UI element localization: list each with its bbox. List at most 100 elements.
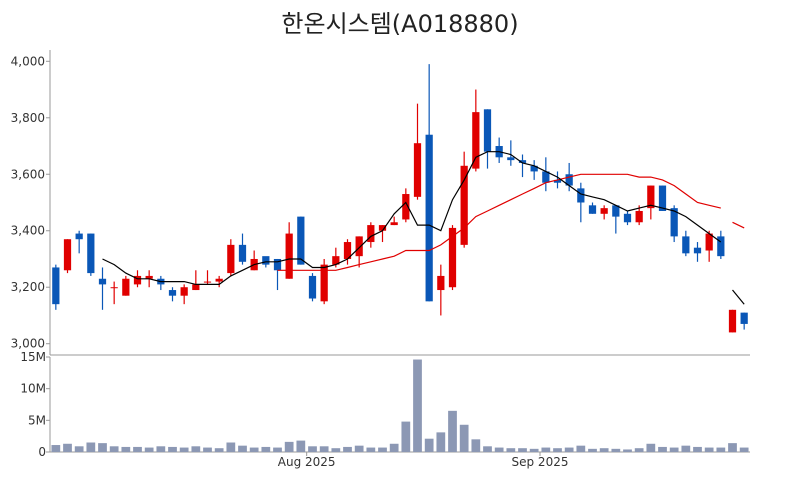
- volume-bar: [389, 443, 399, 452]
- candle: [425, 64, 433, 302]
- candle: [693, 242, 702, 262]
- candle: [87, 233, 95, 276]
- candle-body: [297, 216, 305, 265]
- volume-bar: [483, 446, 492, 452]
- candle-body: [390, 222, 398, 226]
- candle: [203, 270, 212, 285]
- candle-body: [168, 290, 177, 296]
- price-tick-label: 3,000: [11, 337, 45, 351]
- candle: [297, 216, 305, 265]
- volume-bar: [284, 441, 294, 452]
- candle: [215, 275, 223, 288]
- candles: [52, 64, 748, 333]
- volume-bar: [541, 447, 551, 452]
- volume-bar: [308, 446, 317, 452]
- candle-body: [472, 112, 480, 169]
- candle-body: [693, 247, 702, 254]
- short-moving-average-line: [732, 289, 745, 305]
- candle: [238, 233, 247, 265]
- candle-body: [238, 244, 247, 262]
- volume-bar: [156, 446, 166, 452]
- candle-body: [332, 256, 340, 265]
- volume-bar: [273, 447, 282, 452]
- candle-body: [623, 213, 632, 223]
- candle: [168, 287, 177, 302]
- candle-body: [448, 227, 457, 288]
- candle-body: [647, 185, 655, 209]
- volume-bar: [669, 447, 679, 452]
- candle: [402, 188, 410, 223]
- candle-body: [367, 225, 375, 243]
- volume-bar: [144, 447, 154, 452]
- candle: [437, 264, 445, 316]
- candle-body: [413, 143, 422, 197]
- volume-bar: [331, 448, 341, 452]
- volume-bar: [728, 443, 737, 452]
- volume-bar: [203, 447, 212, 452]
- candle-body: [98, 278, 107, 285]
- candle: [355, 236, 363, 268]
- candle-body: [740, 312, 748, 324]
- candle-body: [180, 287, 188, 296]
- candle-body: [577, 188, 585, 203]
- candle: [180, 284, 188, 305]
- volume-bar: [343, 446, 352, 452]
- volume-bar: [51, 445, 61, 452]
- candle-body: [530, 165, 538, 172]
- candle: [612, 205, 620, 234]
- candle-body: [355, 236, 363, 257]
- candle-body: [63, 239, 72, 271]
- volume-bar: [634, 448, 644, 452]
- candle: [623, 210, 632, 226]
- price-tick-label: 3,400: [11, 224, 45, 238]
- candle-body: [378, 225, 387, 231]
- volume-bar: [261, 446, 271, 452]
- volume-bar: [646, 443, 656, 452]
- candle-body: [728, 309, 737, 333]
- price-axis-ticks: 3,000 3,200 3,400 3,600 3,800 4,000: [11, 54, 50, 351]
- price-panel-frame: [49, 50, 750, 356]
- candle-body: [612, 205, 620, 217]
- candle-body: [588, 205, 597, 214]
- candle: [273, 258, 282, 291]
- price-tick-label: 4,000: [11, 54, 45, 68]
- candle: [530, 160, 538, 180]
- volume-bar: [518, 448, 527, 452]
- moving-averages: [102, 151, 745, 305]
- volume-bar: [424, 438, 434, 452]
- candle-body: [717, 236, 725, 257]
- candle-body: [320, 264, 328, 302]
- candle: [658, 185, 667, 211]
- volume-bar: [354, 445, 364, 452]
- candle: [717, 230, 725, 259]
- candle: [682, 230, 690, 257]
- candle-body: [52, 267, 60, 305]
- candle-body: [483, 109, 492, 152]
- volume-bar: [191, 446, 201, 452]
- volume-bar: [63, 443, 72, 452]
- candle-body: [227, 244, 235, 274]
- candle: [705, 230, 713, 262]
- candle-body: [133, 275, 142, 285]
- candle-body: [203, 281, 212, 283]
- candle: [98, 267, 107, 310]
- candle: [390, 216, 398, 226]
- volume-axis-ticks: 0 5M 10M 15M: [20, 350, 50, 459]
- candle: [472, 89, 480, 172]
- volume-bar: [168, 446, 177, 452]
- candle: [343, 239, 352, 265]
- volume-bar: [506, 448, 516, 452]
- candle-body: [518, 160, 527, 163]
- chart-title: 한온시스템(A018880): [281, 10, 519, 38]
- volume-bar: [319, 446, 329, 452]
- candle-body: [460, 165, 468, 245]
- volume-bar: [121, 446, 131, 452]
- candle-body: [192, 284, 200, 291]
- volume-tick-label: 15M: [20, 350, 46, 364]
- volume-bar: [179, 447, 189, 452]
- volume-bar: [576, 445, 586, 452]
- candle-body: [670, 208, 678, 237]
- candle-body: [75, 233, 83, 240]
- volume-bar: [611, 448, 621, 452]
- volume-bar: [704, 447, 714, 452]
